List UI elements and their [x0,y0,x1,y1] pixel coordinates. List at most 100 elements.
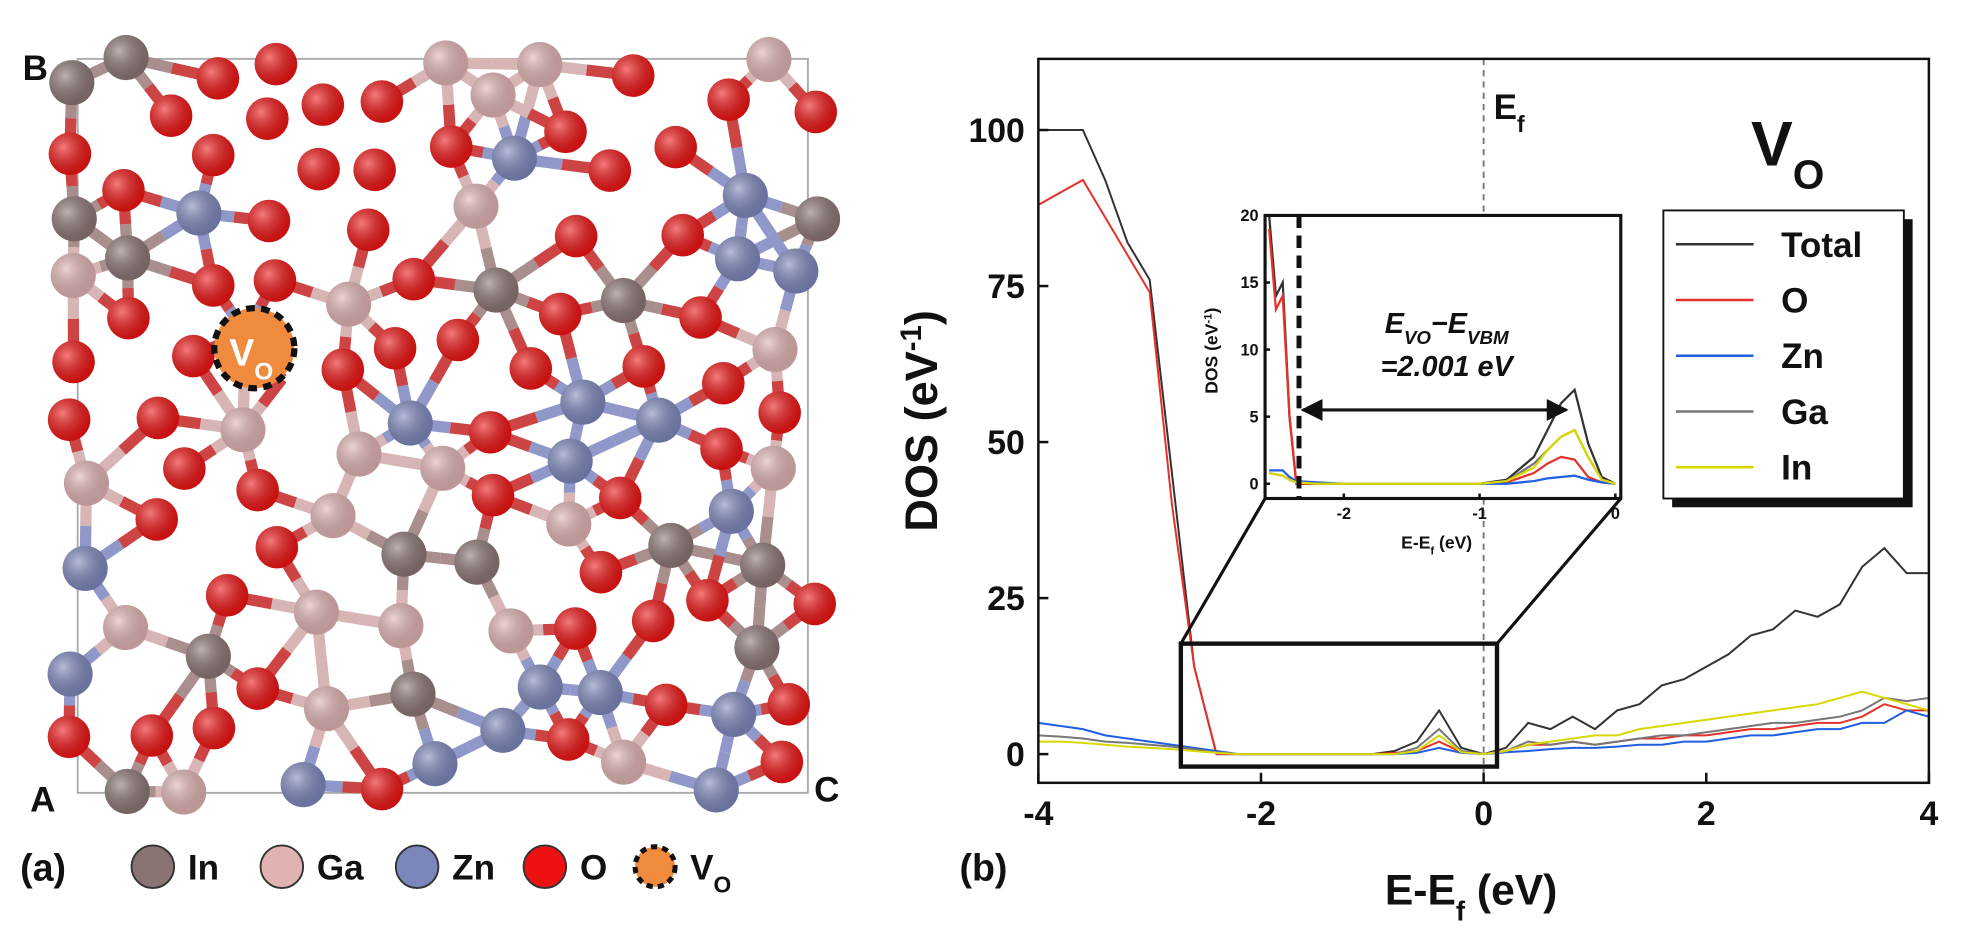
atom-shade [471,473,515,517]
corner-label: C [814,771,839,810]
text-part: O [714,871,732,897]
legend-label: O [1781,282,1808,321]
atom-shade [734,625,780,671]
atom-shade [293,589,339,635]
atom-shade [553,607,597,650]
text-part: O [254,358,273,385]
atom-shade [611,54,655,97]
text-part: VBM [1467,327,1509,348]
atom-shade [579,550,623,594]
legend-label: In [1781,449,1812,488]
atom-shade [247,199,291,243]
atom-shade [701,361,745,405]
atom-shade [136,396,180,440]
x-tick-label: 2 [1697,795,1716,833]
legend-swatch [632,844,678,890]
atom-shade [760,740,804,784]
legend-swatch [130,844,176,889]
series-line [1268,428,1616,485]
atom-shade [577,669,623,716]
atom-shade [429,125,473,168]
atom-shade [49,60,95,106]
defect-label: VO [1751,109,1824,197]
atom-shade [346,208,390,252]
atom-shade [236,468,279,512]
atom-shade [622,345,666,388]
x-tick-label: 0 [1474,795,1493,833]
legend-label: Zn [1781,337,1824,376]
atom-shade [752,326,798,373]
atom-shade [412,741,458,787]
atom-shade [360,80,404,123]
atom-shade [773,248,819,294]
atom-shade [491,135,538,181]
panel-label: (a) [20,847,66,889]
atom-shade [547,438,593,484]
structure-panel [47,34,841,815]
corner-label: B [23,49,48,88]
atom-shade [280,762,326,808]
atom-shade [722,172,768,218]
atom-shade [740,542,786,588]
x-tick-label: -2 [1337,505,1351,523]
atom-shade [47,715,91,759]
zoom-connector [1495,497,1622,645]
text-part: V [229,332,254,374]
inset-background [1265,215,1621,499]
atom-shade [661,213,705,257]
atom-shade [62,545,108,591]
y-tick-label: 5 [1250,408,1259,426]
text-part: Ga [317,848,364,887]
legend-swatch [259,844,305,889]
atom-shade [196,57,240,100]
x-tick-label: -4 [1023,795,1053,833]
atom-shade [544,110,587,154]
atom-shade [480,707,526,753]
atom-shade [750,445,796,491]
atom-shade [454,539,500,585]
x-tick-label: 4 [1919,795,1938,833]
gap-value: =2.001 eV [1381,351,1516,383]
text-part: O [1793,151,1825,197]
atom-shade [135,498,179,541]
text-part: Zn [452,848,495,887]
y-tick-label: 15 [1240,274,1258,292]
x-tick-label: 0 [1611,505,1620,523]
atom-shade [321,348,365,391]
atom-shade [310,493,356,539]
text-part: -1 [1202,313,1214,324]
text-part: f [1430,546,1434,558]
text-part: f [1517,111,1525,137]
atom-shade [648,522,694,568]
text-part: f [1456,895,1466,926]
zoom-box [1178,641,1500,769]
panel-label: (b) [959,847,1007,889]
atom-shade [700,427,743,471]
atom-shade [50,253,96,299]
legend-swatch [522,844,568,889]
atom-shade [517,664,563,710]
atom-shade [107,296,150,340]
legend-label: Total [1781,226,1862,265]
atom-shade [436,318,480,362]
atom-shade [654,125,697,169]
y-tick-label: 75 [987,268,1025,306]
atom-shade [47,651,93,697]
atom-shade [172,334,215,378]
y-tick-label: 10 [1240,341,1258,359]
atom-shade [693,767,739,813]
atom-shade [336,431,382,477]
atom-shade [758,391,801,434]
y-tick-label: 20 [1240,207,1258,225]
text-part: VO [1404,327,1431,348]
y-tick-label: 0 [1250,475,1259,493]
text-part: V [690,848,714,887]
atom-shade [767,683,811,726]
atom-shade [546,501,592,547]
atom-shade [192,706,236,750]
atom-shade [795,196,841,242]
atom-shade [205,574,249,617]
atom-shade [102,604,149,651]
x-tick-label: -1 [1472,505,1486,523]
text-part: In [188,848,219,887]
